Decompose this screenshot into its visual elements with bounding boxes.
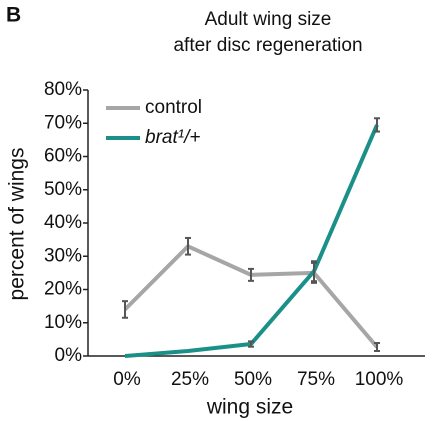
error-bar	[122, 300, 128, 319]
chart-subtitle: after disc regeneration	[173, 35, 362, 56]
error-bar	[185, 236, 191, 256]
y-tick-label: 40%	[44, 212, 82, 233]
x-tick-label: 100%	[355, 369, 404, 390]
y-tick-label: 80%	[44, 79, 82, 100]
error-bar	[248, 340, 254, 348]
y-tick-label: 70%	[44, 112, 82, 133]
legend-label: brat¹/+	[145, 127, 200, 148]
x-tick-label: 0%	[113, 369, 141, 390]
error-bar	[374, 117, 380, 133]
x-tick-label: 75%	[297, 369, 335, 390]
series-line	[124, 124, 379, 358]
x-axis-label: wing size	[206, 396, 293, 419]
x-tick-label: 25%	[171, 369, 209, 390]
series-line	[123, 244, 379, 349]
error-bar	[248, 267, 254, 282]
y-tick-label: 50%	[44, 179, 82, 200]
y-axis-label: percent of wings	[6, 148, 29, 301]
x-tick-label: 50%	[234, 369, 272, 390]
error-bar	[374, 342, 380, 353]
panel-label: B	[6, 4, 21, 27]
legend-label: control	[145, 97, 202, 118]
y-tick-label: 60%	[44, 146, 82, 167]
y-tick-label: 10%	[44, 312, 82, 333]
chart-title: Adult wing size	[205, 9, 332, 30]
y-tick-label: 0%	[55, 345, 83, 366]
y-tick-label: 20%	[44, 279, 82, 300]
error-bar	[311, 260, 317, 283]
y-tick-label: 30%	[44, 245, 82, 266]
